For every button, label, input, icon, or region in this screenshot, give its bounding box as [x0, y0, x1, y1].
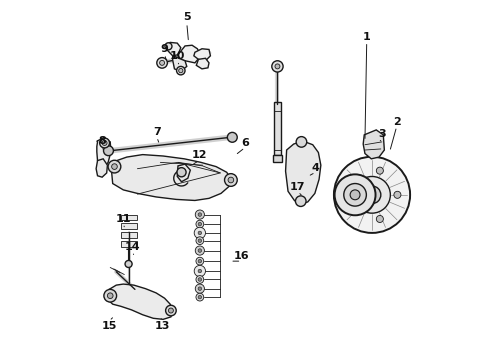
Circle shape [195, 246, 204, 255]
Text: 10: 10 [170, 51, 185, 61]
Polygon shape [121, 215, 137, 220]
Polygon shape [121, 224, 137, 229]
Text: 2: 2 [393, 117, 401, 127]
Circle shape [335, 174, 375, 215]
Circle shape [198, 222, 201, 226]
Text: 15: 15 [101, 321, 117, 332]
Circle shape [198, 231, 201, 235]
Circle shape [198, 287, 201, 291]
Text: 11: 11 [116, 214, 131, 224]
Circle shape [198, 239, 201, 242]
Circle shape [166, 305, 176, 316]
Text: 1: 1 [363, 32, 370, 42]
Text: 16: 16 [234, 251, 249, 261]
Circle shape [394, 191, 401, 198]
Polygon shape [274, 102, 281, 155]
Circle shape [272, 61, 283, 72]
Text: 8: 8 [98, 136, 106, 146]
Text: 3: 3 [379, 129, 387, 139]
Circle shape [348, 176, 355, 183]
Polygon shape [272, 155, 282, 162]
Polygon shape [178, 45, 201, 63]
Circle shape [195, 210, 204, 219]
Circle shape [198, 269, 201, 273]
Polygon shape [177, 164, 190, 182]
Polygon shape [172, 56, 187, 71]
Circle shape [275, 64, 280, 69]
Polygon shape [96, 159, 107, 177]
Polygon shape [121, 241, 137, 247]
Circle shape [334, 157, 410, 233]
Circle shape [376, 215, 383, 222]
Circle shape [198, 295, 201, 299]
Text: 7: 7 [153, 127, 161, 138]
Polygon shape [286, 141, 321, 205]
Circle shape [177, 168, 186, 177]
Circle shape [157, 58, 168, 68]
Circle shape [108, 160, 121, 173]
Circle shape [125, 260, 132, 267]
Circle shape [194, 227, 205, 239]
Circle shape [195, 284, 204, 293]
Circle shape [198, 213, 201, 216]
Circle shape [99, 138, 110, 148]
Circle shape [350, 190, 360, 200]
Circle shape [196, 220, 204, 228]
Polygon shape [363, 130, 384, 159]
Circle shape [224, 174, 237, 186]
Text: 17: 17 [290, 182, 306, 192]
Circle shape [179, 68, 183, 73]
Circle shape [198, 249, 201, 252]
Polygon shape [167, 42, 181, 56]
Circle shape [354, 176, 391, 213]
Circle shape [376, 167, 383, 174]
Circle shape [296, 136, 307, 147]
Text: 4: 4 [312, 163, 319, 173]
Circle shape [112, 164, 117, 170]
Circle shape [194, 265, 205, 277]
Circle shape [102, 140, 107, 145]
Circle shape [344, 184, 367, 206]
Text: 14: 14 [124, 242, 140, 252]
Circle shape [165, 43, 172, 50]
Text: 6: 6 [241, 138, 249, 148]
Circle shape [295, 196, 306, 207]
Text: 12: 12 [192, 150, 207, 160]
Circle shape [196, 257, 204, 265]
Polygon shape [97, 138, 111, 169]
Polygon shape [121, 232, 137, 238]
Circle shape [227, 132, 237, 142]
Circle shape [169, 308, 173, 313]
Circle shape [103, 146, 113, 156]
Circle shape [104, 289, 117, 302]
Circle shape [198, 278, 201, 281]
Circle shape [196, 276, 204, 283]
Polygon shape [112, 154, 232, 201]
Circle shape [160, 60, 165, 66]
Polygon shape [107, 284, 172, 319]
Polygon shape [194, 49, 210, 61]
Circle shape [363, 186, 381, 204]
Circle shape [196, 237, 204, 244]
Circle shape [348, 206, 355, 213]
Text: 9: 9 [161, 45, 169, 54]
Circle shape [176, 66, 185, 75]
Circle shape [196, 293, 204, 301]
Circle shape [107, 293, 113, 298]
Text: 13: 13 [154, 321, 170, 332]
Circle shape [228, 177, 234, 183]
Polygon shape [196, 58, 209, 69]
Text: 5: 5 [183, 12, 191, 22]
Circle shape [198, 259, 201, 263]
